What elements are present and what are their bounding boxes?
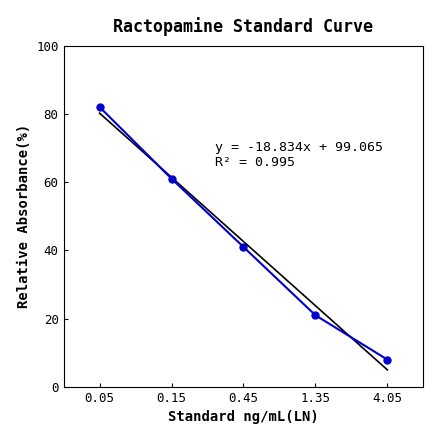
Title: Ractopamine Standard Curve: Ractopamine Standard Curve — [114, 17, 374, 36]
Y-axis label: Relative Absorbance(%): Relative Absorbance(%) — [17, 124, 31, 308]
X-axis label: Standard ng/mL(LN): Standard ng/mL(LN) — [168, 410, 319, 424]
Text: y = -18.834x + 99.065
R² = 0.995: y = -18.834x + 99.065 R² = 0.995 — [215, 141, 383, 169]
